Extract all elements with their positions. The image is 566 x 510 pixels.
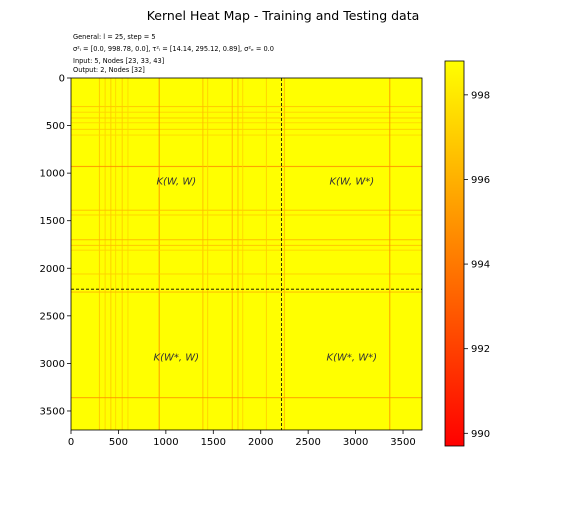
x-tick-label-4: 2000 [248, 437, 273, 448]
heatmap-band-col-10 [237, 78, 239, 430]
chart-title: Kernel Heat Map - Training and Testing d… [147, 8, 420, 23]
heatmap-band-col-2 [110, 78, 112, 430]
heatmap-band-row-9 [71, 239, 422, 241]
colorbar-ticks: 990 992 994 996 998 [464, 90, 490, 440]
y-tick-label-5: 2500 [40, 311, 65, 322]
x-tick-label-5: 2500 [295, 437, 320, 448]
heatmap-band-row-8 [71, 214, 422, 216]
y-axis: 0 500 1000 1500 2000 2500 3000 3500 [40, 74, 71, 417]
heatmap-band-col-12 [265, 78, 267, 430]
y-tick-label-2: 1000 [40, 169, 65, 180]
x-tick-label-6: 3000 [343, 437, 368, 448]
colorbar-tick-label-0: 990 [471, 429, 490, 440]
colorbar-tick-label-1: 992 [471, 344, 490, 355]
colorbar-tick-label-4: 998 [471, 90, 490, 101]
heatmap-band-row-2 [71, 117, 422, 119]
info-line-general: General: l = 25, step = 5 [73, 33, 156, 41]
heatmap-band-col-1 [104, 78, 106, 430]
info-block: General: l = 25, step = 5 σ²ₗ = [0.0, 99… [73, 33, 274, 74]
heatmap-band-col-3 [115, 78, 117, 430]
quadrant-label-0: K(W, W) [156, 177, 196, 188]
split-lines [71, 78, 422, 430]
colorbar-tick-label-2: 994 [471, 260, 490, 271]
x-tick-label-3: 1500 [201, 437, 226, 448]
y-tick-label-1: 500 [46, 121, 65, 132]
x-tick-label-7: 3500 [390, 437, 415, 448]
heatmap-band-row-10 [71, 244, 422, 247]
colorbar-gradient [444, 60, 465, 447]
quadrant-labels: K(W, W) K(W, W*) K(W*, W) K(W*, W*) [154, 177, 377, 364]
heatmap-band-col-11 [242, 78, 244, 430]
heatmap-band-col-13 [283, 78, 286, 430]
heatmap-band-row-6 [71, 165, 422, 168]
heatmap-band-row-3 [71, 122, 422, 124]
y-tick-label-0: 0 [59, 74, 65, 85]
info-line-output: Output: 2, Nodes [32] [73, 66, 145, 74]
colorbar-tick-label-3: 996 [471, 175, 490, 186]
heatmap-band-col-0 [98, 78, 101, 430]
heatmap-band-col-7 [202, 78, 204, 430]
heatmap-band-row-14 [71, 397, 422, 399]
heatmap-band-row-11 [71, 249, 422, 251]
heatmap-band-row-7 [71, 209, 422, 211]
heatmap-band-row-12 [71, 273, 422, 275]
heatmap-band-row-5 [71, 134, 422, 136]
heatmap-base [71, 78, 422, 430]
quadrant-label-1: K(W, W*) [329, 177, 374, 188]
heatmap-band-row-13 [71, 291, 422, 293]
colorbar: 990 992 994 996 998 [444, 60, 490, 447]
y-tick-label-3: 1500 [40, 216, 65, 227]
heatmap-band-col-6 [158, 78, 160, 430]
info-line-input: Input: 5, Nodes [23, 33, 43] [73, 57, 164, 65]
x-tick-label-2: 1000 [153, 437, 178, 448]
heatmap-band-row-1 [71, 111, 422, 113]
x-axis: 0 500 1000 1500 2000 2500 3000 3500 [68, 430, 416, 448]
info-line-variances: σ²ₗ = [0.0, 998.78, 0.0], τ²ₗ = [14.14, … [73, 45, 274, 53]
x-tick-label-1: 500 [109, 437, 128, 448]
heatmap-band-col-8 [207, 78, 209, 430]
heatmap-band-col-14 [389, 78, 391, 430]
y-tick-label-4: 2000 [40, 264, 65, 275]
heatmap-band-row-4 [71, 128, 422, 130]
y-tick-label-6: 3000 [40, 359, 65, 370]
y-tick-label-7: 3500 [40, 406, 65, 417]
heatmap-area [71, 78, 422, 430]
heatmap-band-row-0 [71, 105, 422, 108]
quadrant-label-3: K(W*, W*) [327, 353, 378, 364]
plot-frame [70, 77, 423, 431]
heatmap-band-col-5 [127, 78, 129, 430]
heatmap-band-col-4 [121, 78, 123, 430]
x-tick-label-0: 0 [68, 437, 74, 448]
quadrant-label-2: K(W*, W) [154, 353, 200, 364]
heatmap-band-col-9 [231, 78, 233, 430]
